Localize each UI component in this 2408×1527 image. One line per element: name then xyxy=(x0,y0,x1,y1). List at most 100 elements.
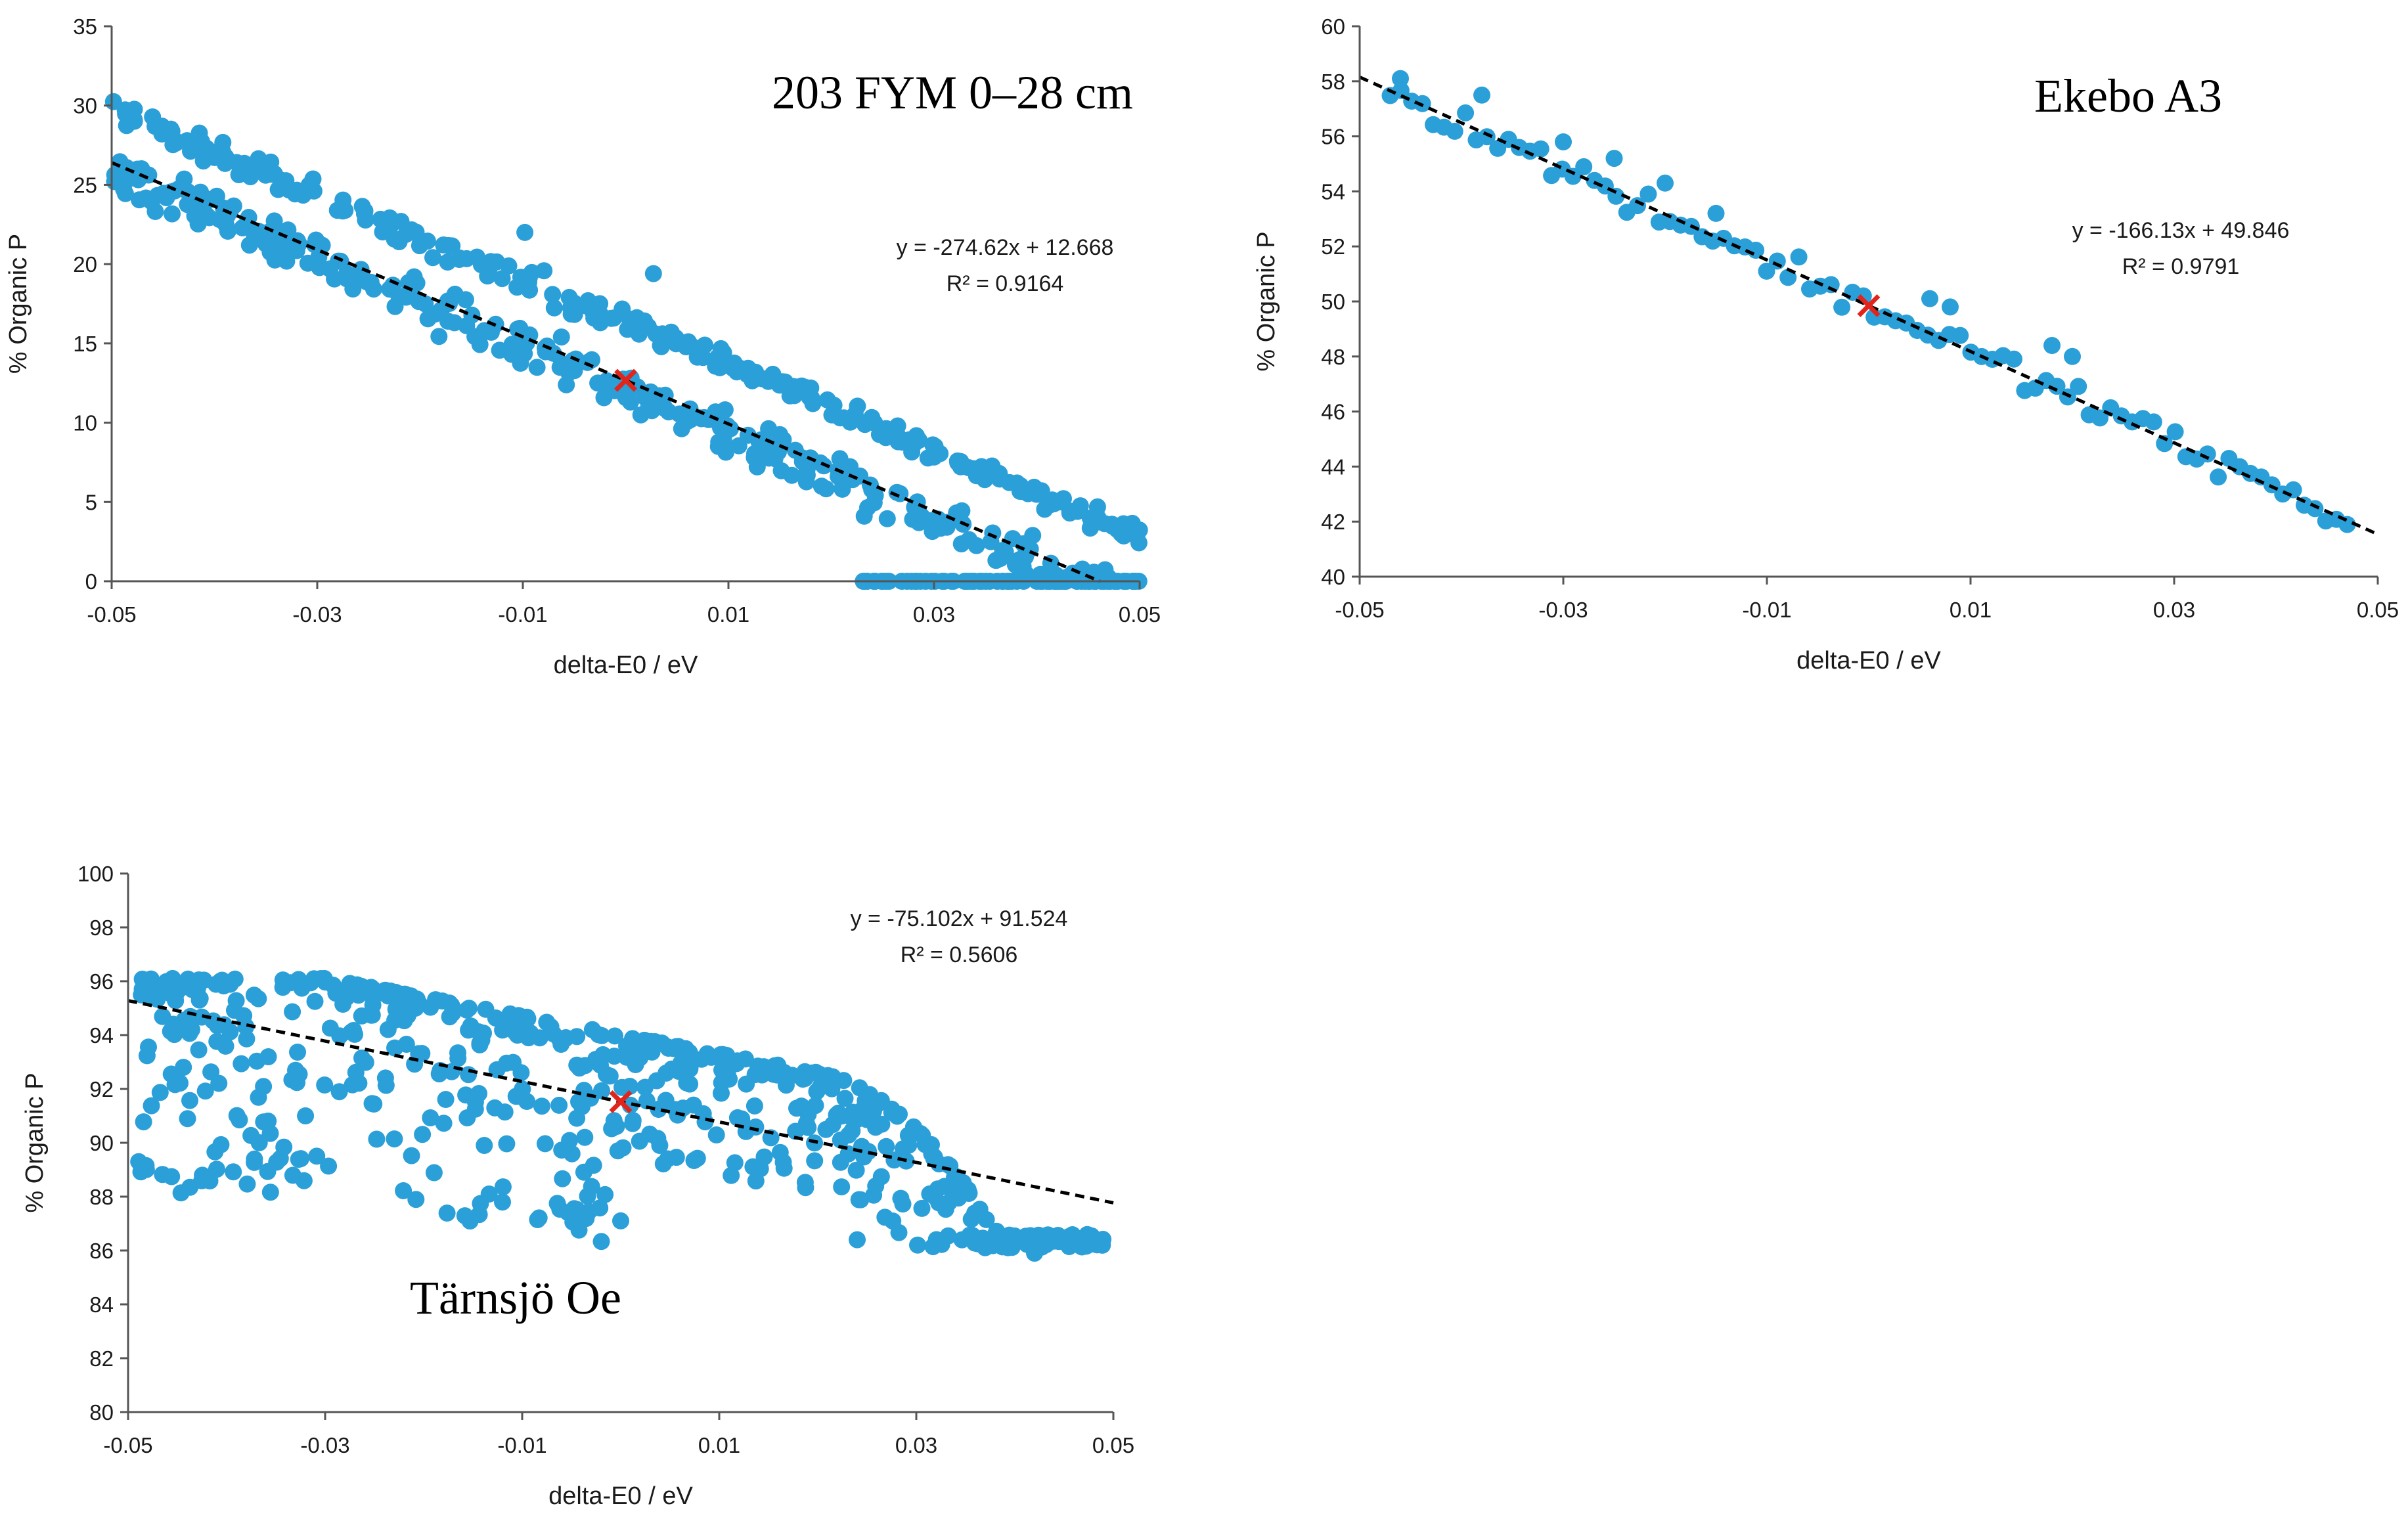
scatter-points xyxy=(1381,70,2356,533)
data-point xyxy=(913,1199,931,1217)
y-tick-label: 82 xyxy=(89,1346,114,1371)
data-point xyxy=(390,1004,407,1021)
data-point xyxy=(681,1075,699,1093)
y-tick-label: 20 xyxy=(73,252,97,277)
data-point xyxy=(819,1067,837,1084)
data-point xyxy=(796,1174,814,1191)
data-point xyxy=(240,236,258,254)
data-point xyxy=(175,1059,192,1076)
x-tick-label: -0.05 xyxy=(103,1433,152,1457)
data-point xyxy=(529,1211,546,1228)
data-point xyxy=(796,1070,814,1088)
data-point xyxy=(435,1115,453,1132)
data-point xyxy=(603,1120,621,1138)
data-point xyxy=(355,979,372,997)
data-point xyxy=(424,249,441,267)
data-point xyxy=(762,1129,780,1147)
data-point xyxy=(717,443,735,461)
data-point xyxy=(1392,70,1409,87)
data-point xyxy=(873,1115,891,1133)
y-tick-label: 30 xyxy=(73,94,97,118)
data-point xyxy=(878,1138,895,1155)
data-point xyxy=(906,498,924,516)
data-point xyxy=(183,140,200,158)
data-point xyxy=(345,1022,363,1039)
y-tick-label: 15 xyxy=(73,332,97,356)
y-tick-label: 56 xyxy=(1321,125,1345,149)
marker-stroke xyxy=(614,368,637,392)
data-point xyxy=(144,108,162,125)
data-point xyxy=(480,1185,498,1203)
data-point xyxy=(353,1050,370,1067)
data-point xyxy=(688,1149,706,1167)
data-point xyxy=(292,1150,309,1168)
data-point xyxy=(713,1084,730,1102)
x-tick-label: 0.03 xyxy=(2153,598,2195,622)
data-point xyxy=(228,1107,246,1124)
data-point xyxy=(471,336,489,353)
data-point xyxy=(925,1149,943,1167)
data-point xyxy=(151,1084,169,1101)
data-point xyxy=(878,510,896,527)
data-point xyxy=(451,251,468,268)
data-point xyxy=(407,1191,425,1208)
data-point xyxy=(268,1153,286,1171)
data-point xyxy=(414,1126,432,1143)
data-point xyxy=(558,376,575,393)
data-point xyxy=(316,1076,334,1094)
data-point xyxy=(698,1045,716,1063)
data-point xyxy=(1457,104,1475,122)
data-point xyxy=(536,1135,554,1153)
data-point xyxy=(991,470,1008,488)
x-tick-label: -0.01 xyxy=(1742,598,1791,622)
data-point xyxy=(496,1103,514,1121)
data-point xyxy=(570,1221,588,1239)
data-point xyxy=(890,1224,908,1241)
data-point xyxy=(628,309,646,326)
data-point xyxy=(1446,122,1463,140)
y-tick-label: 100 xyxy=(78,862,114,886)
data-point xyxy=(872,1168,890,1185)
y-tick-label: 88 xyxy=(89,1185,114,1209)
data-point xyxy=(929,1180,947,1198)
trendline xyxy=(111,161,1101,583)
data-point xyxy=(713,348,730,366)
data-point xyxy=(512,269,529,286)
y-ticks: 40 42 44 46 48 50 52 54 56 58 60 xyxy=(1321,14,1360,589)
y-axis-label: % Organic P xyxy=(1253,231,1280,371)
r-squared: R² = 0.9164 xyxy=(947,271,1064,296)
data-point xyxy=(458,1001,476,1019)
data-point xyxy=(476,1137,493,1154)
data-point xyxy=(493,270,511,288)
data-point xyxy=(644,265,662,282)
data-point xyxy=(707,1126,725,1143)
data-point xyxy=(106,173,123,190)
data-point xyxy=(746,1097,763,1115)
y-tick-label: 54 xyxy=(1321,179,1345,204)
data-point xyxy=(111,153,129,171)
data-point xyxy=(2043,337,2061,354)
data-point xyxy=(888,1107,906,1125)
data-point xyxy=(194,1166,212,1184)
data-point xyxy=(593,1082,610,1099)
data-point xyxy=(246,1153,263,1171)
x-tick-label: -0.05 xyxy=(1335,598,1384,622)
data-point xyxy=(514,1009,531,1027)
data-point xyxy=(591,1199,609,1217)
data-point xyxy=(208,1032,226,1050)
data-point xyxy=(771,1143,789,1161)
x-tick-label: 0.03 xyxy=(913,602,955,627)
data-point xyxy=(116,185,134,202)
data-point xyxy=(797,473,815,491)
data-point xyxy=(592,1233,610,1250)
data-point xyxy=(830,1104,847,1122)
trend-equation: y = -274.62x + 12.668 xyxy=(897,235,1114,260)
chart-panel-2: -0.05 -0.03 -0.01 0.01 0.03 0.05 40 42 44 46 48 50… xyxy=(1253,14,2399,675)
data-point xyxy=(659,1150,677,1168)
y-tick-label: 58 xyxy=(1321,70,1345,94)
data-point xyxy=(992,1230,1010,1248)
data-point xyxy=(140,166,158,184)
data-point xyxy=(157,977,175,994)
data-point xyxy=(494,1178,512,1196)
data-point xyxy=(443,237,461,255)
